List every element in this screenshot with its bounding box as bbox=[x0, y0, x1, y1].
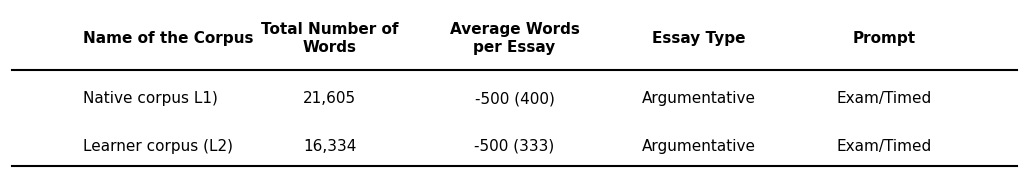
Text: Name of the Corpus: Name of the Corpus bbox=[83, 31, 254, 46]
Text: Total Number of
Words: Total Number of Words bbox=[261, 22, 398, 55]
Text: Exam/Timed: Exam/Timed bbox=[837, 91, 931, 107]
Text: Prompt: Prompt bbox=[852, 31, 916, 46]
Text: Average Words
per Essay: Average Words per Essay bbox=[450, 22, 579, 55]
Text: Learner corpus (L2): Learner corpus (L2) bbox=[83, 139, 234, 154]
Text: -500 (333): -500 (333) bbox=[474, 139, 555, 154]
Text: Argumentative: Argumentative bbox=[642, 139, 756, 154]
Text: Native corpus L1): Native corpus L1) bbox=[83, 91, 218, 107]
Text: -500 (400): -500 (400) bbox=[474, 91, 555, 107]
Text: Argumentative: Argumentative bbox=[642, 91, 756, 107]
Text: Essay Type: Essay Type bbox=[652, 31, 746, 46]
Text: Exam/Timed: Exam/Timed bbox=[837, 139, 931, 154]
Text: 21,605: 21,605 bbox=[304, 91, 356, 107]
Text: 16,334: 16,334 bbox=[304, 139, 356, 154]
